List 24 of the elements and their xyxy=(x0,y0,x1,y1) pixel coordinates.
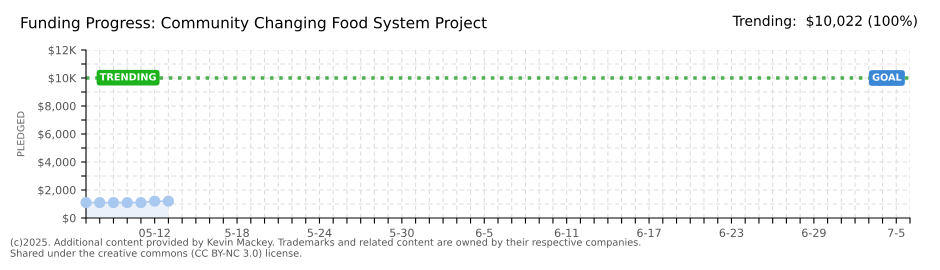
y-tick-label: $8,000 xyxy=(38,102,76,112)
y-tick-label: $10K xyxy=(48,74,77,84)
x-tick-label: 5-18 xyxy=(225,228,249,238)
y-tick-label: $4,000 xyxy=(38,158,76,168)
y-tick-label: $6,000 xyxy=(38,130,76,140)
y-axis-title: PLEDGED xyxy=(17,112,24,156)
y-tick-label: $0 xyxy=(63,214,76,224)
x-tick-label: 6-23 xyxy=(720,228,744,238)
x-tick-label: 5-24 xyxy=(308,228,332,238)
x-tick-label: 7-5 xyxy=(888,228,904,238)
x-tick-label: 5-30 xyxy=(390,228,414,238)
text: (c)2025. Additional content provided by Kevin Mackey. Trademarks and related content are owned by their respective companies. xyxy=(10,238,640,248)
x-tick-label: 6-29 xyxy=(802,228,826,238)
x-tick-label: 6-11 xyxy=(554,228,578,238)
x-tick-label: 6-17 xyxy=(637,228,661,238)
text: Trending: $10,022 (100%) xyxy=(732,15,917,29)
text: Shared under the creative commons (CC BY-NC 3.0) license. xyxy=(10,249,302,258)
y-tick-label: $2,000 xyxy=(38,186,76,196)
annotation: TRENDING xyxy=(100,73,156,81)
chart-title: Funding Progress: Community Changing Food System Project xyxy=(22,16,487,32)
ref-line-label: GOAL xyxy=(872,73,902,81)
x-tick-label: 05-12 xyxy=(139,228,170,238)
y-tick-label: $12K xyxy=(48,46,77,56)
x-tick-label: 6-5 xyxy=(476,228,492,238)
